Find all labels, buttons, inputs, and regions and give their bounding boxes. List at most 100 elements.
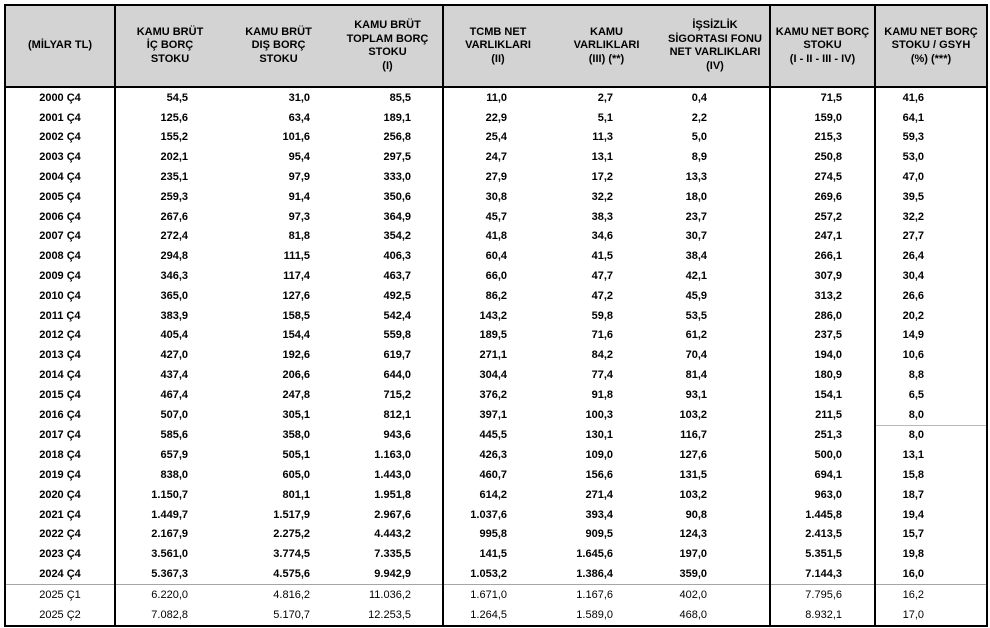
column-header-public-assets: KAMU VARLIKLARI (III) (**) bbox=[552, 5, 661, 88]
value-cell: 492,5 bbox=[333, 285, 444, 306]
value-cell: 0,4 bbox=[661, 87, 771, 108]
value-cell: 20,2 bbox=[902, 309, 924, 322]
table-row: 2012 Ç4 405,4 154,4 559,8 189,5 71,6 61,2 237,5… bbox=[5, 325, 987, 346]
value-cell: 274,5 bbox=[770, 167, 876, 187]
value-cell: 41,6 bbox=[902, 91, 924, 104]
value-cell: 1.163,0 bbox=[333, 445, 444, 466]
value-cell: 71,6 bbox=[591, 329, 613, 342]
period-cell: 2000 Ç4 bbox=[5, 87, 116, 108]
value-cell: 358,0 bbox=[282, 429, 310, 442]
period-cell: 2022 Ç4 bbox=[5, 524, 116, 545]
value-cell: 15,7 bbox=[902, 528, 924, 541]
table-row: 2001 Ç4 125,6 63,4 189,1 22,9 5,1 2,2 159,0 64,1 bbox=[5, 107, 987, 128]
value-cell: 24,7 bbox=[485, 151, 507, 164]
value-cell: 1.449,7 bbox=[151, 508, 188, 521]
table-row: 2000 Ç4 54,5 31,0 85,5 11,0 2,7 0,4 71,5 41,6 bbox=[5, 87, 987, 108]
value-cell: 77,4 bbox=[591, 369, 613, 382]
value-cell: 154,4 bbox=[282, 329, 310, 342]
period-cell: 2006 Ç4 bbox=[5, 206, 116, 227]
value-cell: 585,6 bbox=[160, 429, 188, 442]
value-cell: 8.932,1 bbox=[770, 604, 876, 626]
value-cell: 45,9 bbox=[661, 285, 771, 306]
table-row: 2014 Ç4 437,4 206,6 644,0 304,4 77,4 81,4 180,9… bbox=[5, 365, 987, 385]
period-cell: 2005 Ç4 bbox=[5, 186, 116, 207]
value-cell: 13,1 bbox=[902, 449, 924, 462]
value-cell: 39,5 bbox=[902, 190, 924, 203]
period-cell: 2019 Ç4 bbox=[5, 465, 116, 485]
column-header-unemployment-fund: İŞSİZLİK SİGORTASI FONU NET VARLIKLARI (… bbox=[661, 5, 771, 88]
value-cell: 34,6 bbox=[591, 230, 613, 243]
value-cell: 16,2 bbox=[875, 583, 987, 605]
table-row: 2003 Ç4 202,1 95,4 297,5 24,7 13,1 8,9 250,8 53,… bbox=[5, 147, 987, 168]
value-cell: 644,0 bbox=[333, 365, 444, 385]
value-cell: 42,1 bbox=[661, 266, 771, 286]
table-row: 2019 Ç4 838,0 605,0 1.443,0 460,7 156,6 131,5 6… bbox=[5, 465, 987, 485]
value-cell: 156,6 bbox=[585, 469, 613, 482]
value-cell: 86,2 bbox=[485, 289, 507, 302]
table-row: 2006 Ç4 267,6 97,3 364,9 45,7 38,3 23,7 257,2 32… bbox=[5, 206, 987, 227]
period-cell: 2004 Ç4 bbox=[5, 167, 116, 187]
value-cell: 47,0 bbox=[902, 171, 924, 184]
value-cell: 53,0 bbox=[902, 151, 924, 164]
value-cell: 559,8 bbox=[333, 325, 444, 346]
value-cell: 85,5 bbox=[333, 87, 444, 108]
value-cell: 41,5 bbox=[591, 250, 613, 263]
value-cell: 23,7 bbox=[661, 206, 771, 227]
value-cell: 5.367,3 bbox=[151, 568, 188, 581]
value-cell: 127,6 bbox=[661, 445, 771, 466]
value-cell: 257,2 bbox=[770, 206, 876, 227]
value-cell: 18,7 bbox=[902, 488, 924, 501]
period-cell: 2002 Ç4 bbox=[5, 127, 116, 148]
value-cell: 943,6 bbox=[333, 425, 444, 446]
value-cell: 2.413,5 bbox=[770, 524, 876, 545]
period-cell: 2015 Ç4 bbox=[5, 384, 116, 405]
value-cell: 266,1 bbox=[770, 246, 876, 267]
period-cell: 2020 Ç4 bbox=[5, 484, 116, 505]
value-cell: 38,3 bbox=[591, 210, 613, 223]
value-cell: 45,7 bbox=[485, 210, 507, 223]
value-cell: 812,1 bbox=[333, 404, 444, 426]
value-cell: 468,0 bbox=[661, 604, 771, 626]
column-header-unit: (MİLYAR TL) bbox=[5, 5, 116, 88]
column-header-net-debt-stock: KAMU NET BORÇ STOKU (I - II - III - IV) bbox=[770, 5, 876, 88]
value-cell: 64,1 bbox=[902, 111, 924, 124]
value-cell: 1.517,9 bbox=[273, 508, 310, 521]
value-cell: 1.445,8 bbox=[770, 504, 876, 525]
value-cell: 605,0 bbox=[282, 469, 310, 482]
value-cell: 47,7 bbox=[591, 270, 613, 283]
table-row: 2002 Ç4 155,2 101,6 256,8 25,4 11,3 5,0 215,3 59… bbox=[5, 127, 987, 148]
table-row: 2025 Ç2 7.082,8 5.170,7 12.253,5 1.264,5 1.58… bbox=[5, 604, 987, 626]
table-row: 2007 Ç4 272,4 81,8 354,2 41,8 34,6 30,7 247,1 27… bbox=[5, 226, 987, 247]
value-cell: 1.150,7 bbox=[151, 488, 188, 501]
value-cell: 507,0 bbox=[160, 408, 188, 421]
value-cell: 15,8 bbox=[902, 469, 924, 482]
value-cell: 256,8 bbox=[333, 127, 444, 148]
table-row: 2008 Ç4 294,8 111,5 406,3 60,4 41,5 38,4 266,1 2… bbox=[5, 246, 987, 267]
value-cell: 117,4 bbox=[283, 270, 310, 283]
value-cell: 402,0 bbox=[661, 583, 771, 605]
value-cell: 30,8 bbox=[485, 190, 507, 203]
value-cell: 657,9 bbox=[160, 449, 188, 462]
value-cell: 4.575,6 bbox=[273, 568, 310, 581]
value-cell: 81,4 bbox=[661, 365, 771, 385]
period-cell: 2014 Ç4 bbox=[5, 365, 116, 385]
table-row: 2015 Ç4 467,4 247,8 715,2 376,2 91,8 93,1 154,1… bbox=[5, 384, 987, 405]
value-cell: 66,0 bbox=[485, 270, 507, 283]
header-row: (MİLYAR TL) KAMU BRÜT İÇ BORÇ STOKU KAMU… bbox=[5, 5, 987, 88]
value-cell: 247,1 bbox=[770, 226, 876, 247]
value-cell: 505,1 bbox=[282, 449, 310, 462]
table-row: 2013 Ç4 427,0 192,6 619,7 271,1 84,2 70,4 194,0… bbox=[5, 345, 987, 366]
value-cell: 11.036,2 bbox=[333, 583, 444, 605]
value-cell: 297,5 bbox=[333, 147, 444, 168]
value-cell: 5,1 bbox=[597, 111, 613, 124]
value-cell: 97,3 bbox=[288, 210, 310, 223]
value-cell: 247,8 bbox=[282, 388, 310, 401]
value-cell: 251,3 bbox=[770, 425, 876, 446]
value-cell: 271,4 bbox=[585, 488, 613, 501]
value-cell: 995,8 bbox=[479, 528, 507, 541]
value-cell: 801,1 bbox=[282, 488, 310, 501]
value-cell: 350,6 bbox=[333, 186, 444, 207]
value-cell: 103,2 bbox=[661, 404, 771, 426]
value-cell: 158,5 bbox=[282, 309, 310, 322]
